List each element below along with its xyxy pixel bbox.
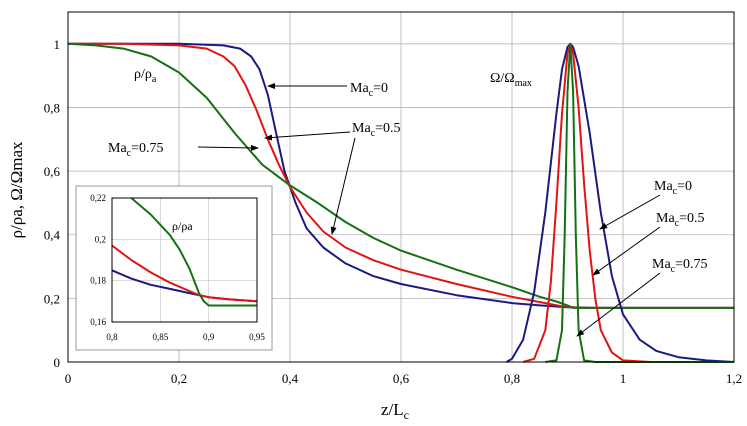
inset-y-tick-label: 0,2 xyxy=(95,234,106,244)
ma-label-left-2: Mac=0.75 xyxy=(108,141,164,159)
ma-label-right-0-base: Ma xyxy=(654,179,673,194)
plot-frame xyxy=(67,11,735,363)
omega-label-sub: max xyxy=(515,78,532,89)
inset-background xyxy=(75,185,273,351)
inset-series-line-1 xyxy=(111,244,258,303)
ma-label-right-0-sub: c xyxy=(673,186,678,197)
inset-x-tick-label: 0,9 xyxy=(203,332,215,342)
ma-label-right-2-value: =0.75 xyxy=(675,257,707,272)
main-grid xyxy=(67,12,735,363)
series-line-3 xyxy=(505,42,735,363)
ma-label-right-2-sub: c xyxy=(671,264,676,275)
inset-frame xyxy=(111,197,258,323)
series-line-5 xyxy=(545,42,734,363)
y-tick-label: 0,8 xyxy=(44,100,60,115)
arrow-mac075-left xyxy=(197,144,259,151)
x-axis-label-base: z/L xyxy=(381,400,404,419)
inset-x-tick-labels: 0,8 0,85 0,9 0,95 xyxy=(106,332,265,342)
main-series xyxy=(67,42,735,363)
ma-label-left-0-sub: c xyxy=(369,88,374,99)
ma-label-right-1-sub: c xyxy=(675,218,680,229)
ma-label-left-1-value: =0.5 xyxy=(375,121,400,136)
x-tick-label: 0,6 xyxy=(393,371,410,386)
x-tick-label: 0 xyxy=(65,371,72,386)
inset-series xyxy=(111,197,258,307)
inset-x-tick-label: 0,95 xyxy=(249,332,265,342)
inset-y-tick-label: 0,16 xyxy=(90,317,106,327)
x-axis-label-sub: c xyxy=(404,408,409,422)
x-tick-labels: 0 0,2 0,4 0,6 0,8 1 1,2 xyxy=(65,371,742,386)
x-tick-label: 0,4 xyxy=(282,371,299,386)
ma-label-left-2-base: Ma xyxy=(108,141,127,156)
ma-label-left-0-base: Ma xyxy=(350,81,369,96)
ma-label-right-2-base: Ma xyxy=(652,257,671,272)
series-line-4 xyxy=(522,42,734,363)
y-tick-label: 0,6 xyxy=(44,164,61,179)
rho-label-base: ρ/ρ xyxy=(134,67,152,82)
annotation-arrows xyxy=(197,83,661,337)
ma-label-left-1-base: Ma xyxy=(352,121,371,136)
series-line-2 xyxy=(67,42,734,309)
omega-label-base: Ω/Ω xyxy=(490,71,515,86)
ma-label-left-0-value: =0 xyxy=(373,81,388,96)
ma-label-right-0-value: =0 xyxy=(677,179,692,194)
ma-label-left-2-value: =0.75 xyxy=(131,141,163,156)
inset-rho-label-text: ρ/ρa xyxy=(172,219,193,233)
inset-y-tick-label: 0,18 xyxy=(90,276,106,286)
arrow-mac075-right xyxy=(576,272,661,337)
arrow-mac05-right xyxy=(592,226,661,276)
ma-label-right-1-base: Ma xyxy=(656,211,675,226)
y-tick-label: 1 xyxy=(54,37,61,52)
ma-label-left-0: Mac=0 xyxy=(350,81,388,99)
y-tick-labels: 0 0,2 0,4 0,6 0,8 1 xyxy=(44,37,61,370)
inset-y-tick-labels: 0,16 0,18 0,2 0,22 xyxy=(90,193,106,327)
rho-label-sub: a xyxy=(152,74,157,85)
ma-label-right-2: Mac=0.75 xyxy=(652,257,708,275)
ma-label-left-1: Mac=0.5 xyxy=(352,121,401,139)
y-axis-label: ρ/ρa, Ω/Ωmax xyxy=(7,141,26,238)
x-tick-label: 0,2 xyxy=(171,371,187,386)
omega-label: Ω/Ωmax xyxy=(490,71,532,89)
inset-series-line-2 xyxy=(130,197,257,307)
inset-y-tick-label: 0,22 xyxy=(90,193,106,203)
ma-label-left-1-sub: c xyxy=(371,128,376,139)
arrow-mac0-right xyxy=(599,194,661,230)
rho-label: ρ/ρa xyxy=(134,67,157,85)
arrow-mac05-left xyxy=(264,131,351,141)
y-tick-label: 0 xyxy=(54,355,61,370)
ma-label-left-2-sub: c xyxy=(127,148,132,159)
ma-label-right-1: Mac=0.5 xyxy=(656,211,705,229)
inset-x-tick-label: 0,8 xyxy=(106,332,118,342)
ma-label-right-0: Mac=0 xyxy=(654,179,692,197)
series-line-1 xyxy=(68,42,734,309)
arrow-mac05-left-2 xyxy=(330,137,356,235)
x-tick-label: 1,2 xyxy=(726,371,742,386)
x-axis-label: z/Lc xyxy=(381,400,409,422)
y-tick-label: 0,2 xyxy=(44,291,60,306)
ma-label-right-1-value: =0.5 xyxy=(679,211,704,226)
inset-x-tick-label: 0,85 xyxy=(152,332,168,342)
y-tick-label: 0,4 xyxy=(44,228,61,243)
inset-chart: 0,8 0,85 0,9 0,95 0,16 0,18 0,2 0,22 ρ/ρa xyxy=(75,185,273,351)
x-tick-label: 1 xyxy=(620,371,627,386)
x-tick-label: 0,8 xyxy=(504,371,520,386)
inset-rho-label: ρ/ρa xyxy=(172,219,193,233)
